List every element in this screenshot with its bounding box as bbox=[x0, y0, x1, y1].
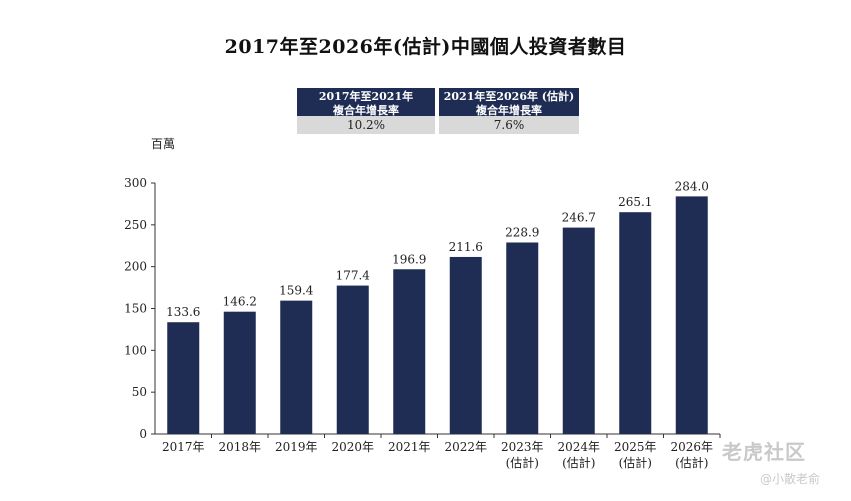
bar-value-label: 177.4 bbox=[336, 269, 371, 283]
bar-value-label: 265.1 bbox=[618, 195, 652, 209]
y-tick-label: 250 bbox=[124, 218, 147, 232]
bar-value-label: 146.2 bbox=[223, 295, 257, 309]
bar-value-label: 159.4 bbox=[279, 284, 314, 298]
x-tick-label: 2020年 bbox=[331, 440, 374, 454]
x-tick-label: 2019年 bbox=[275, 440, 318, 454]
x-tick-label-note: (估計) bbox=[675, 455, 708, 470]
watermark-logo-text: 老虎社区 bbox=[722, 440, 806, 464]
bar-value-label: 211.6 bbox=[449, 240, 483, 254]
cagr-value: 7.6% bbox=[439, 116, 579, 134]
cagr-header: 2021年至2026年 (估計) 複合年增長率 bbox=[439, 88, 579, 117]
bar bbox=[393, 269, 426, 434]
cagr-period-label: 2017年至2021年 bbox=[318, 90, 414, 103]
x-tick-label: 2024年 bbox=[557, 440, 600, 454]
y-tick-label: 200 bbox=[124, 260, 147, 274]
cagr-metric-label: 複合年增長率 bbox=[333, 104, 399, 117]
chart-title: 2017年至2026年(估計)中國個人投資者數目 bbox=[224, 36, 627, 58]
x-tick-label: 2017年 bbox=[162, 440, 205, 454]
cagr-column-2017-2021: 2017年至2021年 複合年增長率 10.2% bbox=[297, 88, 435, 134]
bar bbox=[675, 196, 708, 434]
x-tick-label: 2026年 bbox=[670, 440, 713, 454]
bar-value-label: 284.0 bbox=[675, 179, 709, 193]
bar bbox=[223, 311, 256, 434]
bar bbox=[280, 300, 313, 434]
y-tick-label: 0 bbox=[139, 427, 147, 441]
x-tick-label-note: (估計) bbox=[619, 455, 652, 470]
bar-value-label: 133.6 bbox=[166, 305, 200, 319]
x-tick-label: 2023年 bbox=[501, 440, 544, 454]
watermark-handle: @小散老俞 bbox=[760, 472, 821, 486]
x-tick-label: 2021年 bbox=[388, 440, 431, 454]
bar-value-label: 228.9 bbox=[505, 225, 539, 239]
cagr-value: 10.2% bbox=[297, 116, 435, 134]
bar bbox=[449, 256, 482, 434]
x-tick-label: 2018年 bbox=[218, 440, 261, 454]
bar bbox=[619, 212, 652, 434]
x-tick-label-note: (估計) bbox=[506, 455, 539, 470]
y-tick-label: 300 bbox=[124, 176, 147, 190]
y-tick-label: 100 bbox=[124, 343, 147, 357]
y-tick-label: 150 bbox=[124, 302, 147, 316]
bar-value-label: 246.7 bbox=[562, 211, 596, 225]
bar bbox=[562, 227, 595, 434]
cagr-period-label: 2021年至2026年 (估計) bbox=[443, 90, 575, 103]
cagr-header: 2017年至2021年 複合年增長率 bbox=[297, 88, 435, 117]
bar bbox=[167, 322, 200, 434]
bar bbox=[336, 285, 369, 434]
cagr-column-2021-2026: 2021年至2026年 (估計) 複合年增長率 7.6% bbox=[439, 88, 579, 134]
cagr-metric-label: 複合年增長率 bbox=[476, 104, 542, 117]
bar bbox=[506, 242, 539, 434]
y-tick-label: 50 bbox=[132, 385, 147, 399]
x-tick-label: 2022年 bbox=[444, 440, 487, 454]
x-tick-label: 2025年 bbox=[614, 440, 657, 454]
y-axis-unit-label: 百萬 bbox=[151, 137, 176, 151]
bar-value-label: 196.9 bbox=[392, 252, 426, 266]
x-tick-label-note: (估計) bbox=[562, 455, 595, 470]
